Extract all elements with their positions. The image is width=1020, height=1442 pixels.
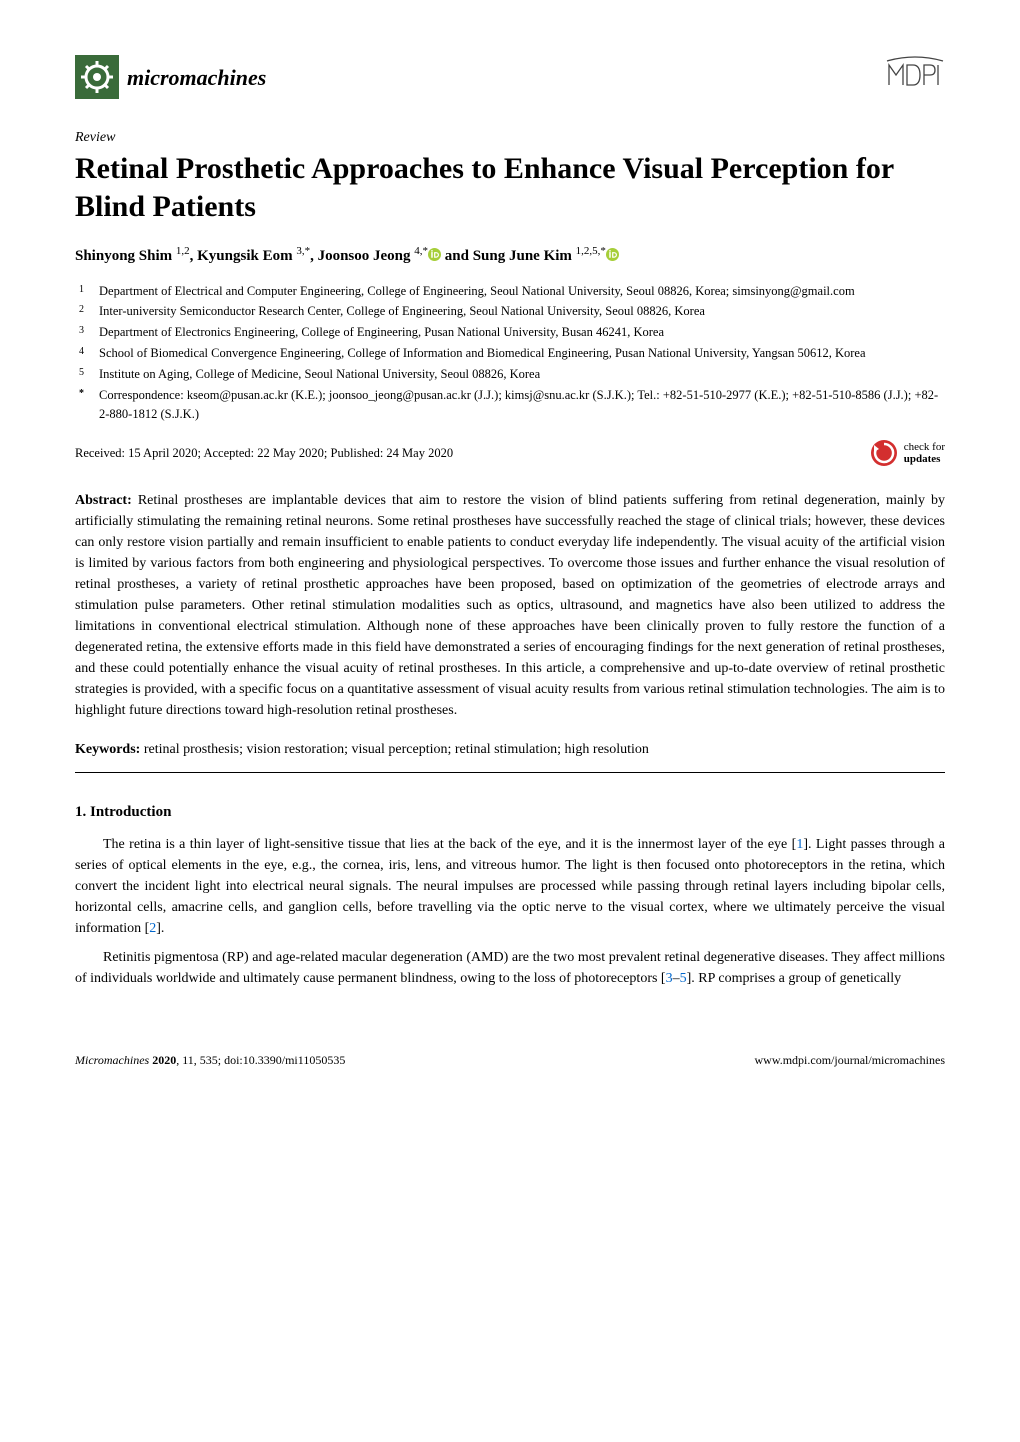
affil-num: 4: [79, 346, 84, 357]
micromachines-icon: [75, 55, 119, 99]
author-3: Joonsoo Jeong: [318, 248, 411, 264]
updates-check-label: check for: [904, 441, 945, 453]
author-1: Shinyong Shim: [75, 248, 172, 264]
orcid-icon[interactable]: [606, 248, 619, 261]
footer-doi: , 11, 535; doi:10.3390/mi11050535: [176, 1053, 345, 1067]
intro-para-1: The retina is a thin layer of light-sens…: [75, 834, 945, 939]
author-4: Sung June Kim: [473, 248, 572, 264]
affiliation-row: 2Inter-university Semiconductor Research…: [99, 302, 945, 322]
keywords-label: Keywords:: [75, 742, 140, 757]
text: ]. RP comprises a group of genetically: [687, 971, 901, 986]
section-heading: 1. Introduction: [75, 801, 945, 824]
authors-line: Shinyong Shim 1,2, Kyungsik Eom 3,*, Joo…: [75, 243, 945, 268]
affil-text: Institute on Aging, College of Medicine,…: [99, 365, 945, 385]
publication-dates: Received: 15 April 2020; Accepted: 22 Ma…: [75, 444, 453, 463]
affil-text: Inter-university Semiconductor Research …: [99, 302, 945, 322]
affil-text: Correspondence: kseom@pusan.ac.kr (K.E.)…: [99, 386, 945, 425]
ref-link[interactable]: 3: [666, 971, 673, 986]
affil-text: School of Biomedical Convergence Enginee…: [99, 344, 945, 364]
ref-link[interactable]: 5: [680, 971, 687, 986]
footer-url[interactable]: www.mdpi.com/journal/micromachines: [754, 1051, 945, 1069]
header: micromachines: [75, 55, 945, 99]
text: ].: [156, 921, 164, 936]
footer-year: 2020: [152, 1053, 176, 1067]
affiliation-row: 5Institute on Aging, College of Medicine…: [99, 365, 945, 385]
keywords-text: retinal prosthesis; vision restoration; …: [140, 742, 649, 757]
affil-num: 2: [79, 304, 84, 315]
text: The retina is a thin layer of light-sens…: [103, 837, 796, 852]
abstract-text: Retinal prostheses are implantable devic…: [75, 493, 945, 718]
updates-icon: [869, 438, 899, 468]
affiliations: 1 Department of Electrical and Computer E…: [75, 282, 945, 425]
dates-row: Received: 15 April 2020; Accepted: 22 Ma…: [75, 438, 945, 468]
journal-logo: micromachines: [75, 55, 266, 99]
affiliation-row: 1Department of Electrical and Computer E…: [99, 282, 945, 302]
author-2-sup: 3,*: [296, 245, 310, 257]
affil-num: 5: [79, 367, 84, 378]
author-4-sup: 1,2,5,*: [576, 245, 606, 257]
divider: [75, 772, 945, 773]
check-for-updates-button[interactable]: check for updates: [869, 438, 945, 468]
affiliation-row: *Correspondence: kseom@pusan.ac.kr (K.E.…: [99, 386, 945, 425]
text: –: [673, 971, 680, 986]
author-1-sup: 1,2: [176, 245, 190, 257]
article-type: Review: [75, 127, 945, 148]
article-title: Retinal Prosthetic Approaches to Enhance…: [75, 150, 945, 225]
affil-num: *: [79, 388, 84, 399]
keywords: Keywords: retinal prosthesis; vision res…: [75, 739, 945, 760]
footer-journal: Micromachines: [75, 1053, 152, 1067]
footer: Micromachines 2020, 11, 535; doi:10.3390…: [75, 1051, 945, 1069]
affiliation-row: 4School of Biomedical Convergence Engine…: [99, 344, 945, 364]
affil-num: 1: [79, 284, 84, 295]
updates-updates-label: updates: [904, 453, 941, 465]
and-separator: and: [441, 248, 473, 264]
journal-name: micromachines: [127, 61, 266, 94]
mdpi-logo-icon: [885, 55, 945, 95]
orcid-icon[interactable]: [428, 248, 441, 261]
affil-text: Department of Electronics Engineering, C…: [99, 323, 945, 343]
abstract: Abstract: Retinal prostheses are implant…: [75, 490, 945, 721]
abstract-label: Abstract:: [75, 493, 132, 508]
affil-text: Department of Electrical and Computer En…: [99, 282, 945, 302]
affiliation-row: 3Department of Electronics Engineering, …: [99, 323, 945, 343]
intro-para-2: Retinitis pigmentosa (RP) and age-relate…: [75, 947, 945, 989]
affil-num: 3: [79, 325, 84, 336]
author-3-sup: 4,*: [414, 245, 428, 257]
footer-citation: Micromachines 2020, 11, 535; doi:10.3390…: [75, 1051, 345, 1069]
author-2: Kyungsik Eom: [197, 248, 292, 264]
